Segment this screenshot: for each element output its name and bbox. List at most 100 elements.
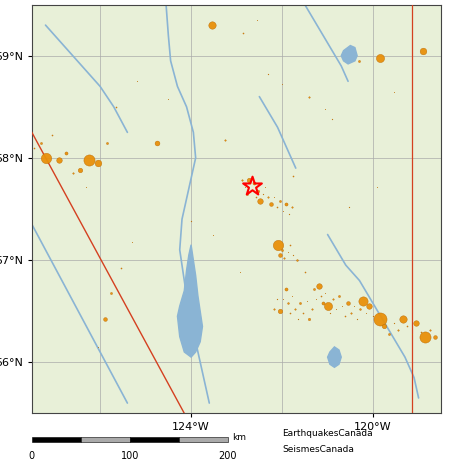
Point	[299, 310, 306, 317]
Point	[306, 316, 313, 323]
Point	[276, 251, 283, 259]
Text: 100: 100	[121, 451, 139, 461]
Point	[293, 256, 300, 264]
Point	[282, 200, 289, 208]
Point	[281, 254, 288, 262]
Point	[103, 139, 111, 146]
Point	[326, 310, 334, 317]
Point	[417, 328, 425, 335]
Point	[37, 139, 45, 146]
Point	[348, 310, 355, 317]
Point	[133, 78, 140, 85]
Point	[308, 305, 315, 313]
Point	[291, 305, 298, 313]
Point	[287, 241, 294, 248]
Point	[285, 210, 293, 218]
Point	[394, 326, 402, 333]
Point	[279, 295, 287, 303]
Point	[385, 330, 393, 337]
Point	[284, 299, 291, 307]
Point	[335, 292, 343, 299]
Point	[381, 323, 388, 330]
Point	[261, 183, 268, 190]
Point	[329, 295, 337, 303]
Point	[431, 333, 438, 340]
Point	[69, 170, 76, 177]
Point	[273, 203, 280, 211]
Point	[255, 187, 262, 194]
Point	[284, 248, 291, 255]
Point	[290, 251, 297, 259]
Point	[165, 95, 172, 102]
Point	[376, 54, 384, 62]
Point	[42, 154, 49, 162]
Point	[356, 57, 363, 64]
Point	[128, 238, 136, 245]
Point	[420, 47, 427, 54]
Point	[276, 307, 283, 315]
Point	[264, 193, 271, 200]
Polygon shape	[341, 46, 357, 64]
Point	[357, 305, 364, 313]
Point	[153, 139, 161, 146]
Point	[373, 183, 380, 190]
Point	[253, 16, 261, 24]
Point	[288, 292, 296, 299]
Point	[359, 297, 367, 304]
Point	[56, 156, 63, 164]
Point	[376, 316, 384, 323]
Point	[267, 200, 274, 208]
Point	[339, 302, 346, 310]
Point	[209, 231, 217, 238]
Point	[332, 305, 339, 313]
Point	[85, 156, 92, 164]
Point	[422, 333, 429, 340]
Point	[279, 207, 287, 215]
Point	[94, 159, 101, 167]
Point	[252, 193, 259, 200]
Point	[241, 183, 248, 190]
Point	[324, 302, 331, 310]
Point	[237, 269, 244, 276]
Point	[322, 105, 329, 113]
Point	[354, 316, 361, 323]
Point	[270, 193, 278, 200]
Point	[117, 264, 124, 272]
Point	[208, 21, 215, 29]
Point	[222, 136, 229, 143]
Point	[257, 197, 264, 205]
Point	[250, 180, 258, 187]
Point	[249, 183, 256, 190]
Point	[274, 241, 281, 248]
Point	[112, 103, 120, 111]
Point	[294, 316, 302, 323]
Text: 200: 200	[218, 451, 237, 461]
Point	[363, 310, 370, 317]
Point	[187, 218, 195, 225]
Point	[322, 289, 329, 297]
Point	[390, 88, 397, 95]
Point	[287, 310, 294, 317]
Point	[390, 320, 397, 327]
Point	[108, 289, 115, 297]
Point	[426, 326, 434, 333]
Point	[399, 316, 406, 323]
Text: km: km	[232, 432, 246, 442]
Point	[101, 316, 108, 323]
Point	[246, 177, 253, 184]
Point	[276, 197, 283, 205]
Point	[301, 269, 308, 276]
Point	[94, 343, 101, 351]
Point	[49, 132, 56, 139]
Text: SeismesCanada: SeismesCanada	[282, 445, 354, 454]
Point	[344, 299, 352, 307]
Point	[366, 302, 373, 310]
Point	[329, 115, 336, 123]
Point	[270, 305, 278, 313]
Point	[313, 295, 320, 303]
Text: 0: 0	[29, 451, 35, 461]
Point	[83, 183, 90, 190]
Point	[278, 246, 286, 254]
Point	[317, 292, 324, 299]
Point	[315, 282, 322, 290]
